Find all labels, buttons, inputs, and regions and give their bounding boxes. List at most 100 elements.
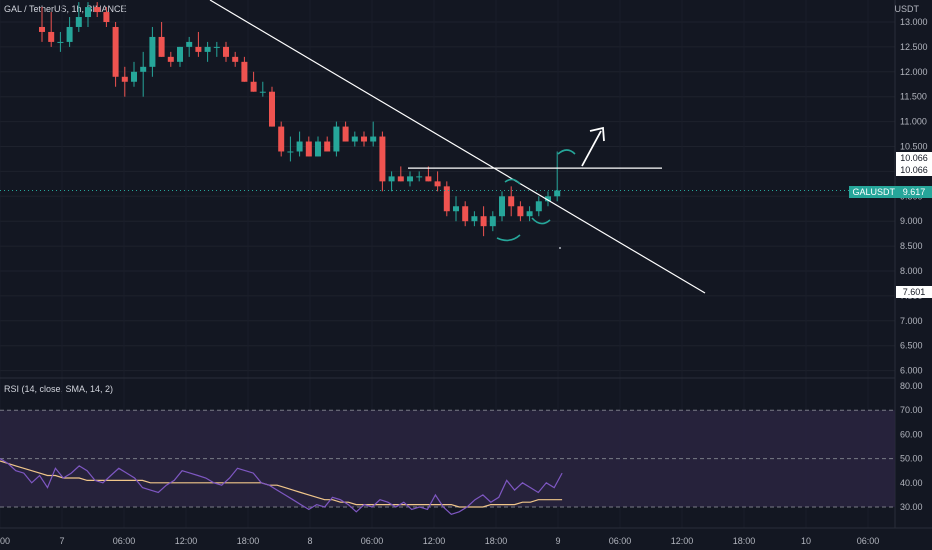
time-tick-label: 12:00: [423, 536, 446, 546]
candle-body: [287, 151, 294, 153]
time-tick-label: 18:00: [237, 536, 260, 546]
candle-body: [269, 91, 275, 127]
price-tick-label: 6.000: [900, 366, 923, 376]
candle-body: [48, 31, 55, 42]
last-price-badge: 9.617: [896, 186, 932, 198]
time-tick-label: 12:00: [175, 536, 198, 546]
candle-body: [453, 206, 459, 212]
candle-body: [131, 71, 137, 82]
candle-body: [471, 216, 478, 222]
right-shoulder-mark: [531, 217, 551, 225]
candle-body: [425, 176, 432, 182]
candle-body: [158, 36, 165, 57]
rsi-ma-line: [0, 460, 563, 508]
candle-body: [250, 81, 257, 92]
candle-body: [508, 196, 515, 207]
level-badge: 10.066: [896, 152, 932, 164]
candle-body: [379, 136, 386, 182]
price-tick-label: 13.000: [900, 17, 928, 27]
projection-mark: [557, 149, 576, 155]
candle-body: [167, 56, 174, 62]
rsi-tick-label: 60.00: [900, 429, 923, 439]
candle-body: [351, 136, 358, 142]
price-tick-label: 9.000: [900, 216, 923, 226]
trendline-end-badge: 7.601: [896, 286, 932, 298]
candle-body: [342, 126, 349, 142]
candle-body: [232, 56, 239, 62]
breakout-arrow-head: [589, 126, 605, 142]
candle-body: [94, 7, 101, 13]
candle-body: [407, 176, 413, 182]
rsi-tick-label: 70.00: [900, 405, 923, 415]
rsi-tick-label: 80.00: [900, 381, 923, 391]
candle-body: [462, 206, 469, 222]
candle-body: [305, 141, 312, 157]
candle-body: [480, 216, 487, 227]
candle-body: [361, 136, 367, 142]
time-tick-label: 8: [307, 536, 312, 546]
candle-body: [85, 7, 91, 18]
candle-body: [177, 46, 183, 62]
candle-body: [333, 126, 340, 152]
rsi-indicator-label: RSI (14, close, SMA, 14, 2): [4, 384, 114, 394]
candle-body: [66, 26, 73, 42]
candle-body: [526, 211, 533, 217]
candle-body: [223, 46, 229, 57]
time-tick-label: 7: [59, 536, 64, 546]
candle-body: [489, 216, 496, 227]
price-tick-label: 11.000: [900, 117, 927, 127]
candle-body: [259, 91, 266, 93]
time-tick-label: 06:00: [113, 536, 136, 546]
candle-body: [186, 41, 193, 47]
candle-body: [535, 201, 542, 212]
symbol-header: GAL / TetherUS, 1h, BINANCE: [4, 4, 127, 14]
candle-body: [204, 46, 211, 52]
price-tick-label: 10.500: [900, 142, 928, 152]
candle-body: [324, 141, 331, 152]
candle-body: [39, 26, 45, 32]
time-tick-label: 9: [555, 536, 560, 546]
candle-body: [75, 17, 82, 27]
candle-body: [103, 12, 110, 22]
rsi-tick-label: 40.00: [900, 478, 923, 488]
price-tick-label: 12.000: [900, 67, 928, 77]
time-tick-label: 06:00: [361, 536, 384, 546]
candle-body: [397, 176, 404, 182]
price-tick-label: 7.000: [900, 316, 923, 326]
time-tick-label: 18:00: [485, 536, 508, 546]
candle-body: [545, 196, 551, 202]
candle-body: [388, 176, 395, 182]
price-tick-label: 12.500: [900, 42, 928, 52]
price-tick-label: 8.500: [900, 241, 923, 251]
level-badge-2: 10.066: [896, 164, 932, 176]
rsi-line: [0, 458, 563, 515]
candle-body: [517, 206, 524, 217]
price-tick-label: 11.500: [900, 92, 927, 102]
rsi-tick-label: 30.00: [900, 502, 923, 512]
candle-body: [416, 176, 423, 178]
candle-body: [213, 46, 220, 48]
breakout-arrow-shaft: [581, 130, 602, 167]
candle-body: [554, 190, 561, 197]
descending-trendline: [209, 0, 706, 294]
head-shoulders-mark: [504, 178, 521, 185]
time-tick-label: 18:00: [733, 536, 756, 546]
candle-body: [112, 26, 119, 77]
time-tick-label: 10: [801, 536, 811, 546]
candle-body: [241, 61, 248, 82]
time-tick-label: 06:00: [609, 536, 632, 546]
dot-marker: [559, 247, 561, 249]
candle-body: [140, 66, 147, 72]
symbol-badge: GALUSDT: [849, 186, 898, 198]
candle-body: [195, 46, 202, 52]
inverse-head-mark: [496, 234, 521, 242]
candle-body: [434, 181, 441, 187]
candle-body: [443, 186, 450, 212]
candle-body: [121, 76, 128, 82]
currency-label: USDT: [894, 4, 920, 14]
time-tick-label: 00: [0, 536, 10, 546]
candle-body: [57, 41, 64, 43]
candle-body: [315, 141, 321, 157]
